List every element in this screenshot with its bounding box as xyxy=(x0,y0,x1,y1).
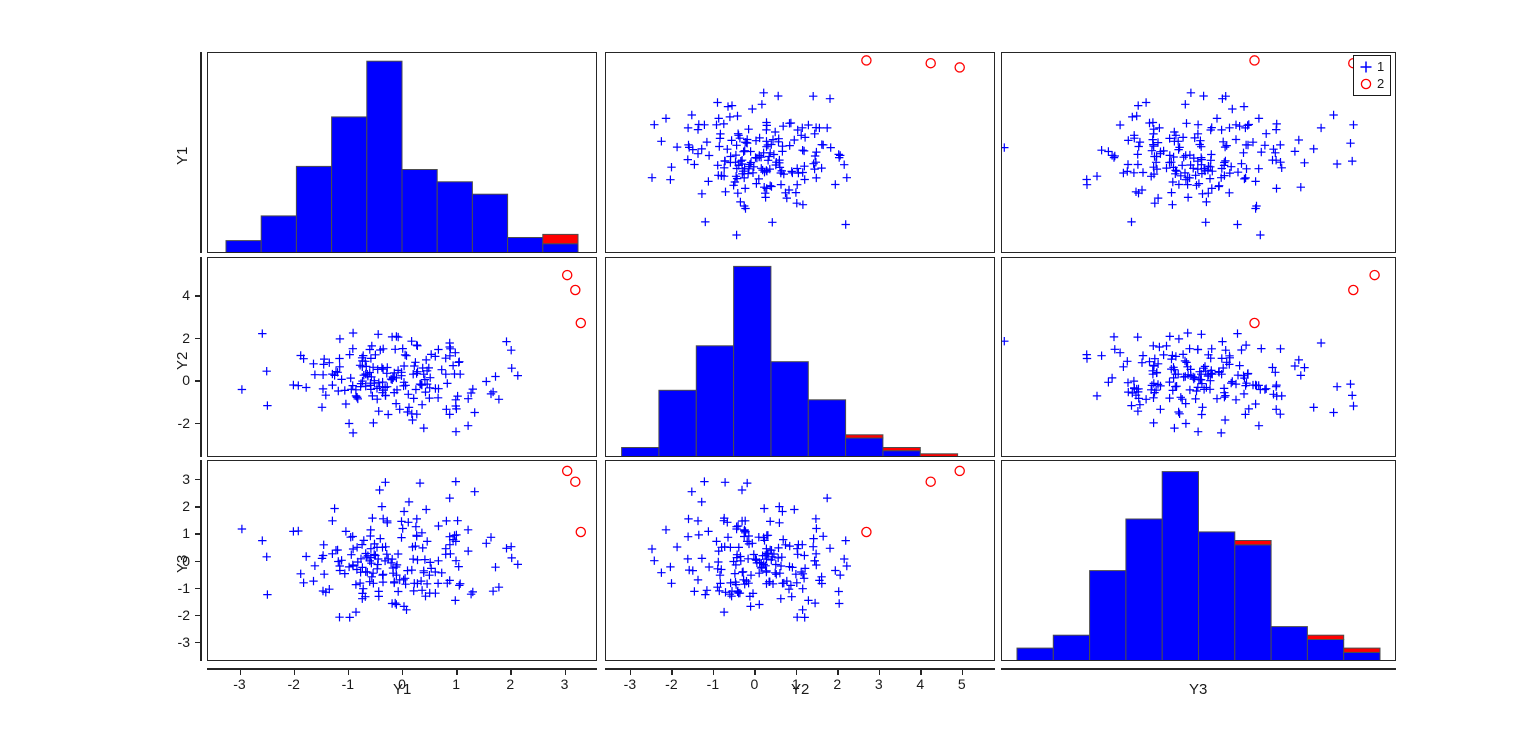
x-tick-mark xyxy=(564,669,566,675)
x-tick-label: 3 xyxy=(560,676,569,692)
legend-entry-1[interactable]: 1 xyxy=(1358,58,1384,75)
panel-scatter-y2-y1[interactable] xyxy=(207,257,597,457)
x-axis-label-y1: Y1 xyxy=(393,681,412,698)
panel-scatter-y3-y2[interactable] xyxy=(605,460,995,661)
x-tick-mark xyxy=(671,669,673,675)
x-tick-mark xyxy=(837,669,839,675)
x-tick-mark xyxy=(712,669,715,675)
panel-hist-y2[interactable] xyxy=(605,257,995,457)
x-tick-mark xyxy=(754,669,756,675)
y-tick-label: 3 xyxy=(182,471,190,487)
x-axis-spine-col2 xyxy=(605,668,995,670)
y-tick-label: -3 xyxy=(177,634,190,650)
x-tick-mark xyxy=(402,669,404,675)
histogram-y3 xyxy=(1016,471,1381,661)
x-tick-mark xyxy=(795,669,798,675)
circle-marker-icon xyxy=(1360,78,1372,89)
legend-label-1: 1 xyxy=(1377,59,1385,74)
plus-marker-icon xyxy=(1360,61,1372,72)
x-tick-label: 5 xyxy=(957,676,966,692)
x-tick-mark xyxy=(239,669,241,675)
y-axis-spine-row1 xyxy=(200,52,202,253)
legend[interactable]: 1 2 xyxy=(1353,55,1392,96)
panel-scatter-y1-y3[interactable] xyxy=(1001,52,1396,253)
scatter-y1-vs-y2 xyxy=(647,55,965,240)
y-tick-mark xyxy=(195,614,201,617)
x-axis-spine-col3 xyxy=(1001,668,1396,670)
y-tick-mark xyxy=(195,380,201,382)
x-tick-label: 2 xyxy=(833,676,842,692)
x-tick-mark xyxy=(961,669,964,675)
y-tick-label: -2 xyxy=(177,415,190,431)
panel-scatter-y2-y3[interactable] xyxy=(1001,257,1396,457)
y-axis-label-y1: Y1 xyxy=(174,146,191,165)
x-tick-label: -1 xyxy=(706,676,720,692)
y-tick-label: -2 xyxy=(177,606,190,623)
scatter-y1-vs-y3 xyxy=(1001,55,1380,240)
x-tick-label: -1 xyxy=(341,676,355,692)
scatter-y3-vs-y2 xyxy=(647,465,965,622)
y-tick-mark xyxy=(195,423,201,425)
x-tick-label: 1 xyxy=(791,676,800,692)
y-axis-label-y2: Y2 xyxy=(174,351,191,370)
x-tick-mark xyxy=(878,669,881,675)
x-tick-label: -2 xyxy=(287,676,300,692)
x-tick-mark xyxy=(629,669,632,675)
y-tick-label: 0 xyxy=(182,552,190,569)
y-tick-mark xyxy=(195,533,201,535)
x-tick-label: 4 xyxy=(916,676,925,692)
y-tick-mark xyxy=(195,479,201,481)
x-tick-label: -3 xyxy=(233,676,246,692)
y-tick-label: 0 xyxy=(182,372,190,389)
y-tick-mark xyxy=(195,587,201,590)
scatter-y2-vs-y3 xyxy=(1001,269,1380,438)
y-tick-label: 2 xyxy=(182,498,190,515)
y-tick-mark xyxy=(195,295,201,297)
x-axis-spine-col1 xyxy=(207,668,597,670)
x-axis-label-y3: Y3 xyxy=(1189,681,1208,698)
x-tick-mark xyxy=(510,669,512,675)
x-tick-mark xyxy=(293,669,296,675)
x-axis-label-y2: Y2 xyxy=(791,681,810,698)
panel-scatter-y1-y2[interactable] xyxy=(605,52,995,253)
x-tick-label: 2 xyxy=(506,676,515,692)
x-tick-label: 3 xyxy=(874,676,883,692)
x-tick-mark xyxy=(920,669,922,675)
histogram-y2 xyxy=(621,265,959,457)
x-tick-label: 0 xyxy=(398,676,406,692)
y-tick-label: 2 xyxy=(182,329,190,346)
x-tick-label: -2 xyxy=(665,676,678,692)
x-tick-label: 1 xyxy=(452,676,461,692)
y-tick-label: 1 xyxy=(182,525,190,542)
scatter-y3-vs-y1 xyxy=(237,465,587,622)
panel-hist-y1[interactable] xyxy=(207,52,597,253)
x-tick-label: -3 xyxy=(623,676,637,692)
scatter-y2-vs-y1 xyxy=(237,269,587,438)
y-axis-spine-row2 xyxy=(200,257,202,457)
legend-label-2: 2 xyxy=(1377,76,1385,91)
y-tick-label: -1 xyxy=(177,579,190,596)
y-tick-mark xyxy=(195,560,201,562)
y-tick-label: 4 xyxy=(182,287,190,304)
y-tick-mark xyxy=(195,642,201,644)
histogram-y1 xyxy=(225,60,579,253)
y-tick-mark xyxy=(195,337,201,340)
x-tick-label: 0 xyxy=(750,676,759,692)
legend-entry-2[interactable]: 2 xyxy=(1358,75,1384,92)
x-tick-mark xyxy=(347,669,350,675)
x-tick-mark xyxy=(456,669,458,675)
panel-hist-y3[interactable] xyxy=(1001,460,1396,661)
panel-scatter-y3-y1[interactable] xyxy=(207,460,597,661)
y-tick-mark xyxy=(195,506,201,508)
